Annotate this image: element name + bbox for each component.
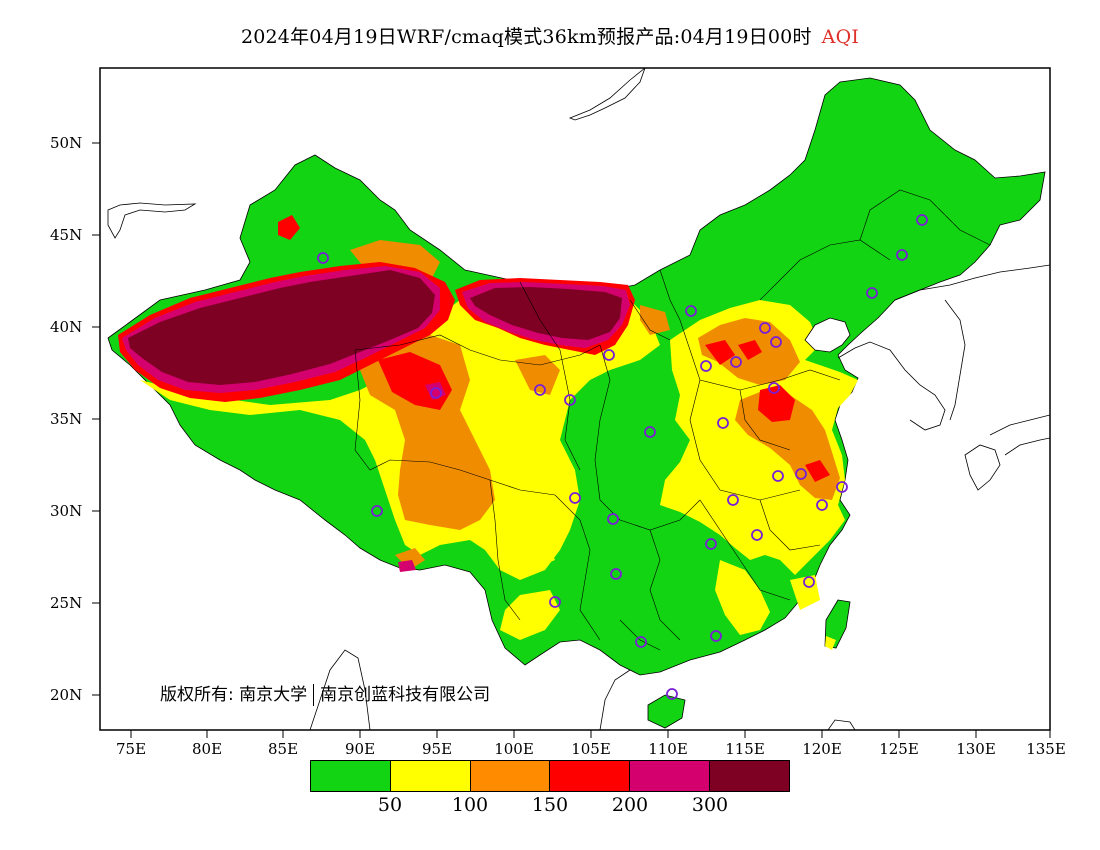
lon-label-80e: 80E — [191, 740, 223, 758]
province-borders — [354, 189, 991, 651]
taiwan-yellow — [825, 636, 836, 650]
station-marker — [317, 252, 329, 264]
maroon-regions — [128, 270, 622, 385]
lat-label-30n: 30N — [50, 502, 83, 520]
station-marker — [710, 630, 722, 642]
legend-label-50: 50 — [377, 794, 403, 816]
legend-swatch-moderate — [390, 761, 471, 791]
station-marker — [816, 499, 828, 511]
legend-swatch-heavy — [630, 761, 711, 791]
station-markers — [317, 214, 928, 700]
station-marker — [836, 481, 848, 493]
station-marker — [705, 538, 717, 550]
lat-label-50n: 50N — [50, 134, 83, 152]
legend-swatch-good — [311, 761, 391, 791]
station-marker — [534, 384, 546, 396]
station-marker — [610, 568, 622, 580]
station-marker — [569, 492, 581, 504]
station-marker — [727, 494, 739, 506]
station-marker — [635, 636, 647, 648]
lon-label-110e: 110E — [648, 740, 688, 758]
lon-label-135e: 135E — [1026, 740, 1066, 758]
title-variable: AQI — [821, 26, 860, 48]
lon-label-75e: 75E — [115, 740, 147, 758]
bohai-bay — [804, 317, 851, 353]
copyright-separator — [313, 684, 315, 706]
map-title: 2024年04月19日WRF/cmaq模式36km预报产品:04月19日00时 A… — [0, 22, 1100, 49]
station-marker — [700, 360, 712, 372]
station-marker — [371, 505, 383, 517]
lon-ticks — [130, 730, 1051, 738]
station-marker — [751, 529, 763, 541]
station-marker — [866, 287, 878, 299]
lon-label-90e: 90E — [344, 740, 376, 758]
legend-swatch-severe — [710, 761, 789, 791]
lat-label-45n: 45N — [50, 226, 83, 244]
legend-label-300: 300 — [691, 794, 729, 816]
lat-label-25n: 25N — [50, 594, 83, 612]
lat-label-35n: 35N — [50, 410, 83, 428]
station-marker — [666, 688, 678, 700]
station-marker — [603, 349, 615, 361]
lat-label-40n: 40N — [50, 318, 83, 336]
lon-label-105e: 105E — [571, 740, 611, 758]
lon-label-130e: 130E — [956, 740, 996, 758]
taiwan-island — [824, 599, 851, 649]
station-marker — [564, 394, 576, 406]
station-marker — [803, 576, 815, 588]
foreign-coastlines — [107, 68, 1050, 730]
lat-label-20n: 20N — [50, 686, 83, 704]
lon-label-100e: 100E — [494, 740, 534, 758]
lon-label-125e: 125E — [879, 740, 919, 758]
lon-label-115e: 115E — [725, 740, 765, 758]
station-marker — [772, 470, 784, 482]
station-marker — [768, 382, 780, 394]
legend-label-100: 100 — [451, 794, 489, 816]
station-marker — [795, 468, 807, 480]
station-marker — [607, 513, 619, 525]
station-marker — [770, 336, 782, 348]
copyright-notice: 版权所有: 南京大学 南京创蓝科技有限公司 — [160, 680, 490, 706]
station-marker — [730, 356, 742, 368]
station-marker — [916, 214, 928, 226]
copyright-org-company: 南京创蓝科技有限公司 — [320, 685, 491, 705]
legend-label-150: 150 — [531, 794, 569, 816]
station-marker — [759, 322, 771, 334]
lat-ticks — [92, 142, 100, 696]
copyright-org-nju: 南京大学 — [239, 685, 308, 705]
lon-label-95e: 95E — [421, 740, 453, 758]
legend-swatch-moderate-pollution — [550, 761, 631, 791]
station-marker — [644, 426, 656, 438]
aqi-legend — [310, 760, 790, 792]
lon-label-120e: 120E — [802, 740, 842, 758]
station-marker — [717, 417, 729, 429]
hainan-island — [647, 694, 686, 729]
lon-label-85e: 85E — [267, 740, 299, 758]
copyright-prefix: 版权所有: — [160, 685, 234, 705]
legend-swatch-light — [470, 761, 551, 791]
station-marker — [549, 596, 561, 608]
station-marker — [430, 387, 442, 399]
station-marker — [896, 249, 908, 261]
legend-label-200: 200 — [611, 794, 649, 816]
title-text: 2024年04月19日WRF/cmaq模式36km预报产品:04月19日00时 — [240, 26, 812, 48]
station-marker — [685, 305, 697, 317]
